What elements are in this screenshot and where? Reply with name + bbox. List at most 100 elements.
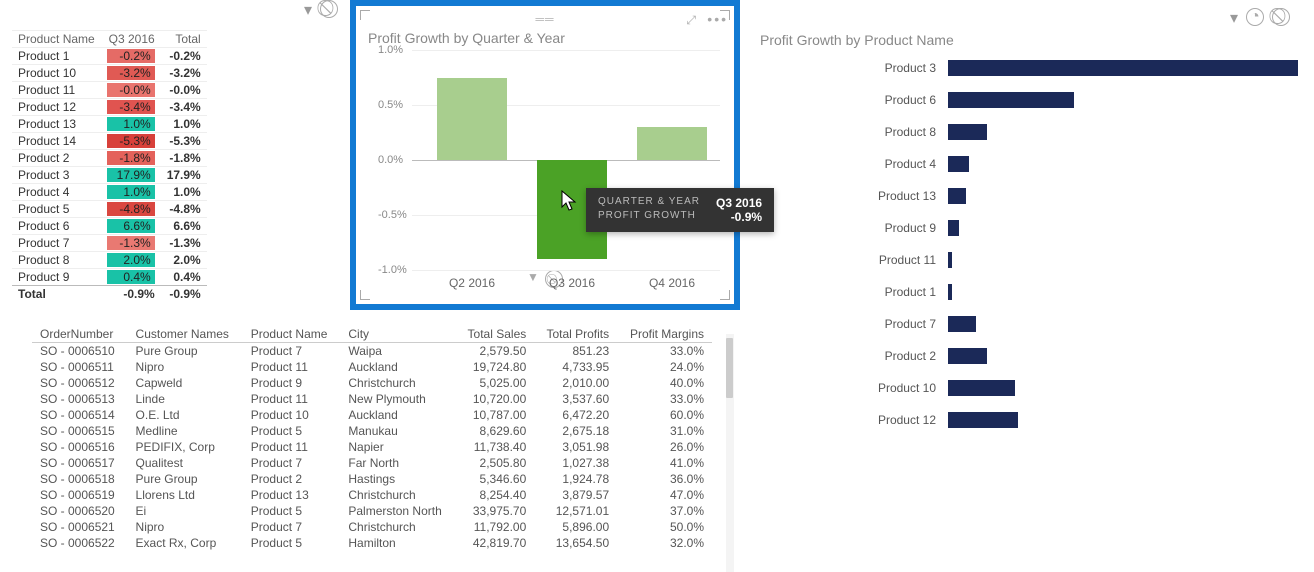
hbar — [948, 60, 1298, 76]
chevron-down-icon[interactable]: ▼ — [527, 270, 539, 288]
hbar — [948, 348, 987, 364]
chart-title: Profit Growth by Quarter & Year — [368, 30, 728, 46]
table-row[interactable]: Product 90.4%0.4% — [12, 269, 207, 286]
bar[interactable] — [437, 78, 507, 161]
col-header[interactable]: Product Name — [243, 326, 341, 343]
table-row[interactable]: Product 41.0%1.0% — [12, 184, 207, 201]
hbar-row[interactable]: Product 13 — [748, 188, 1298, 204]
focus-mode-icon[interactable]: ⤢ — [686, 13, 696, 27]
bar[interactable] — [637, 127, 707, 160]
hbar-label: Product 10 — [748, 381, 948, 395]
drag-handle-icon[interactable]: ══ — [536, 12, 555, 26]
visual-actions: ▾ ⃠ — [304, 0, 338, 20]
selected-visual-frame[interactable]: ══ ⤢ ••• Profit Growth by Quarter & Year… — [350, 0, 740, 310]
table-row[interactable]: Product 2-1.8%-1.8% — [12, 150, 207, 167]
chart-area[interactable]: 1.0%0.5%0.0%-0.5%-1.0%Q2 2016Q3 2016Q4 2… — [386, 50, 720, 270]
col-header[interactable]: Total Sales — [456, 326, 535, 343]
table-row[interactable]: SO - 0006514O.E. LtdProduct 10Auckland10… — [32, 407, 712, 423]
table-row[interactable]: Product 10-3.2%-3.2% — [12, 65, 207, 82]
col-header[interactable]: Customer Names — [128, 326, 243, 343]
table-row[interactable]: Product 11-0.0%-0.0% — [12, 82, 207, 99]
hbar — [948, 124, 987, 140]
table-row[interactable]: Product 82.0%2.0% — [12, 252, 207, 269]
hbar-row[interactable]: Product 6 — [748, 92, 1298, 108]
x-axis-label: Q2 2016 — [449, 276, 495, 290]
table-row[interactable]: Product 131.0%1.0% — [12, 116, 207, 133]
hbar-row[interactable]: Product 11 — [748, 252, 1298, 268]
hbar — [948, 252, 952, 268]
pin-table[interactable]: Product Name Q3 2016 Total Product 1-0.2… — [12, 30, 207, 302]
resize-handle[interactable] — [720, 290, 730, 300]
hbar-label: Product 9 — [748, 221, 948, 235]
hbar-label: Product 8 — [748, 125, 948, 139]
table-row[interactable]: Product 317.9%17.9% — [12, 167, 207, 184]
table-row[interactable]: Product 5-4.8%-4.8% — [12, 201, 207, 218]
col-header[interactable]: Total — [161, 31, 207, 48]
hbar-label: Product 12 — [748, 413, 948, 427]
hbar-row[interactable]: Product 2 — [748, 348, 1298, 364]
col-header[interactable]: City — [340, 326, 455, 343]
resize-handle[interactable] — [720, 10, 730, 20]
hbar-row[interactable]: Product 8 — [748, 124, 1298, 140]
table-row[interactable]: SO - 0006521NiproProduct 7Christchurch11… — [32, 519, 712, 535]
hbar-row[interactable]: Product 12 — [748, 412, 1298, 428]
hbar — [948, 220, 959, 236]
table-row[interactable]: SO - 0006519Llorens LtdProduct 13Christc… — [32, 487, 712, 503]
table-row[interactable]: Product 1-0.2%-0.2% — [12, 48, 207, 65]
col-header[interactable]: Product Name — [12, 31, 101, 48]
hbar — [948, 316, 976, 332]
hbar-label: Product 13 — [748, 189, 948, 203]
table-row[interactable]: SO - 0006517QualitestProduct 7Far North2… — [32, 455, 712, 471]
col-header[interactable]: Profit Margins — [617, 326, 712, 343]
table-row[interactable]: SO - 0006522Exact Rx, CorpProduct 5Hamil… — [32, 535, 712, 551]
table-row[interactable]: Product 66.6%6.6% — [12, 218, 207, 235]
table-row[interactable]: SO - 0006513LindeProduct 11New Plymouth1… — [32, 391, 712, 407]
hbar-label: Product 11 — [748, 253, 948, 267]
chart-title: Profit Growth by Product Name — [760, 32, 1298, 48]
table-row[interactable]: SO - 0006516PEDIFIX, CorpProduct 11Napie… — [32, 439, 712, 455]
x-axis-label: Q3 2016 — [549, 276, 595, 290]
orders-table-panel: OrderNumberCustomer NamesProduct NameCit… — [0, 310, 740, 572]
hbar-label: Product 4 — [748, 157, 948, 171]
hbar-row[interactable]: Product 4 — [748, 156, 1298, 172]
filter-icon[interactable]: ▾ — [1230, 8, 1238, 28]
x-axis-label: Q4 2016 — [649, 276, 695, 290]
table-row[interactable]: SO - 0006512CapweldProduct 9Christchurch… — [32, 375, 712, 391]
scrollbar[interactable] — [726, 334, 734, 572]
table-row[interactable]: Product 12-3.4%-3.4% — [12, 99, 207, 116]
visual-actions: ▾ ◔ ⃠ — [1230, 8, 1290, 28]
scroll-thumb[interactable] — [726, 338, 733, 398]
hbar — [948, 92, 1074, 108]
table-row[interactable]: SO - 0006510Pure GroupProduct 7Waipa2,57… — [32, 343, 712, 360]
table-row[interactable]: SO - 0006520EiProduct 5Palmerston North3… — [32, 503, 712, 519]
col-header[interactable]: Total Profits — [534, 326, 617, 343]
hbar-row[interactable]: Product 9 — [748, 220, 1298, 236]
block-icon[interactable]: ⃠ — [1272, 8, 1290, 26]
growth-chart-panel: ══ ⤢ ••• Profit Growth by Quarter & Year… — [350, 0, 740, 310]
table-row[interactable]: Product 14-5.3%-5.3% — [12, 133, 207, 150]
hbar-row[interactable]: Product 1 — [748, 284, 1298, 300]
orders-table[interactable]: OrderNumberCustomer NamesProduct NameCit… — [32, 326, 712, 551]
table-row[interactable]: SO - 0006515MedlineProduct 5Manukau8,629… — [32, 423, 712, 439]
filter-icon[interactable]: ▾ — [304, 0, 312, 20]
resize-handle[interactable] — [360, 290, 370, 300]
col-header[interactable]: Q3 2016 — [101, 31, 161, 48]
hbar-chart[interactable]: Product 3 Product 6 Product 8 Product 4 Prod… — [748, 60, 1298, 428]
table-row[interactable]: SO - 0006518Pure GroupProduct 2Hastings5… — [32, 471, 712, 487]
block-icon[interactable]: ⃠ — [320, 0, 338, 18]
hbar-row[interactable]: Product 3 — [748, 60, 1298, 76]
hbar-label: Product 1 — [748, 285, 948, 299]
total-row: Total-0.9%-0.9% — [12, 286, 207, 303]
col-header[interactable]: OrderNumber — [32, 326, 128, 343]
resize-handle[interactable] — [360, 10, 370, 20]
visual-header: ══ ⤢ ••• — [362, 10, 728, 28]
table-row[interactable]: SO - 0006511NiproProduct 11Auckland19,72… — [32, 359, 712, 375]
block-icon[interactable]: ◔ — [1246, 8, 1264, 26]
hbar-label: Product 3 — [748, 61, 948, 75]
hbar-row[interactable]: Product 10 — [748, 380, 1298, 396]
hbar — [948, 156, 969, 172]
pin-table-panel: ▾ ⃠ Product Name Q3 2016 Total Product 1… — [0, 0, 350, 310]
hbar-label: Product 2 — [748, 349, 948, 363]
table-row[interactable]: Product 7-1.3%-1.3% — [12, 235, 207, 252]
hbar-row[interactable]: Product 7 — [748, 316, 1298, 332]
